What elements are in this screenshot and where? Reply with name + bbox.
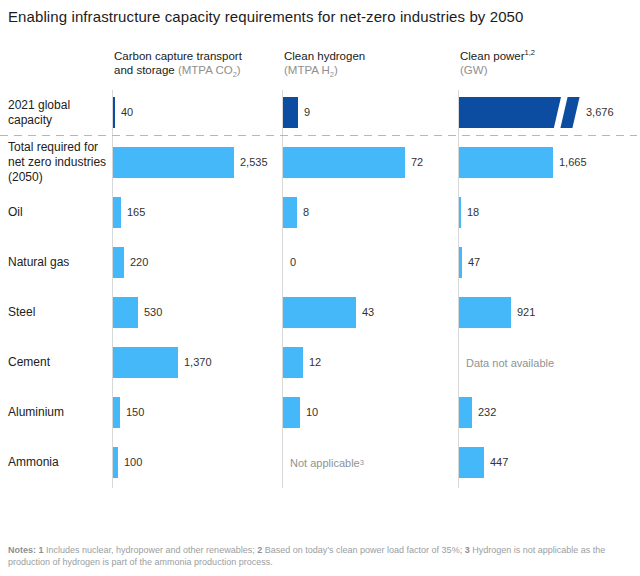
row-label: Cement [8,340,108,385]
bar-value-label: 47 [468,247,480,278]
bar-value-label: 12 [309,347,321,378]
row-label: Ammonia [8,440,108,485]
bar-broken-tail [560,97,579,128]
bar [113,347,178,378]
bar-value-label: 2,535 [240,147,268,178]
bar [113,147,234,178]
notes-bold-segment: Notes: 1 [8,545,44,555]
notes-segment: Includes nuclear, hydropower and other r… [44,545,258,555]
no-data-note-text: Not applicable [290,457,360,469]
column-header-power: Clean power1,2 (GW) [460,46,610,82]
bar-value-label: 40 [121,97,133,128]
bar [113,247,124,278]
bar [113,397,120,428]
bar [113,447,118,478]
column-header-ccs-line1: Carbon capture transport [114,46,274,63]
bar-value-label: 1,665 [559,147,587,178]
no-data-note-text: Data not available [466,357,554,369]
column-header-power-line1: Clean power1,2 [460,46,610,63]
bar-value-label: 530 [144,297,162,328]
bar [283,197,297,228]
bar-value-label: 72 [411,147,423,178]
row-label: Aluminium [8,390,108,435]
page-title: Enabling infrastructure capacity require… [8,8,628,25]
bar-chart: 2021 global capacity 40 9 3,676 Total requir… [0,90,640,490]
bar [113,297,138,328]
bar-value-label: 232 [478,397,496,428]
column-header-ccs: Carbon capture transport and storage (MT… [114,46,274,82]
bar-value-label: 1,370 [184,347,212,378]
bar [283,147,405,178]
column-header-hydrogen: Clean hydrogen (MTPA H2) [284,46,434,82]
column-header-hydrogen-line2: (MTPA H2) [284,63,434,82]
bar-value-label: 10 [306,397,318,428]
no-data-note: Not applicable3 [290,440,364,485]
row-label: Oil [8,190,108,235]
bar-broken-main [459,97,561,128]
bar-value-label: 0 [290,247,296,278]
bar [283,347,303,378]
bar [459,197,461,228]
chart-page: Enabling infrastructure capacity require… [0,0,640,576]
bar-value-label: 220 [130,247,148,278]
column-header-hydrogen-line1: Clean hydrogen [284,46,434,63]
bar [459,447,484,478]
bar-value-label: 165 [127,197,145,228]
bar-value-label: 100 [124,447,142,478]
bar-value-label: 8 [303,197,309,228]
no-data-note-sup: 3 [360,458,364,467]
bar-value-label: 447 [490,447,508,478]
bar [113,197,121,228]
bar-value-label: 9 [304,97,310,128]
bar [459,147,553,178]
no-data-note: Data not available [466,340,554,385]
bar [283,97,298,128]
bar [283,397,300,428]
bar [459,397,472,428]
bar-value-label: 3,676 [586,97,614,128]
row-label: Total required for net zero industries (… [8,140,108,185]
bar-value-label: 150 [126,397,144,428]
capacity-required-divider [0,135,637,136]
row-label: Natural gas [8,240,108,285]
bar-value-label: 18 [467,197,479,228]
bar [113,97,115,128]
notes: Notes: 1 Includes nuclear, hydropower an… [8,544,608,568]
bar [459,297,511,328]
notes-segment: Based on today’s clean power load factor… [262,545,464,555]
bar-value-label: 43 [362,297,374,328]
bar [283,297,356,328]
bar-value-label: 921 [517,297,535,328]
column-header-ccs-line2: and storage (MTPA CO2) [114,63,274,82]
row-label: 2021 global capacity [8,90,108,135]
column-header-power-line2: (GW) [460,63,610,82]
row-label: Steel [8,290,108,335]
bar [459,247,462,278]
